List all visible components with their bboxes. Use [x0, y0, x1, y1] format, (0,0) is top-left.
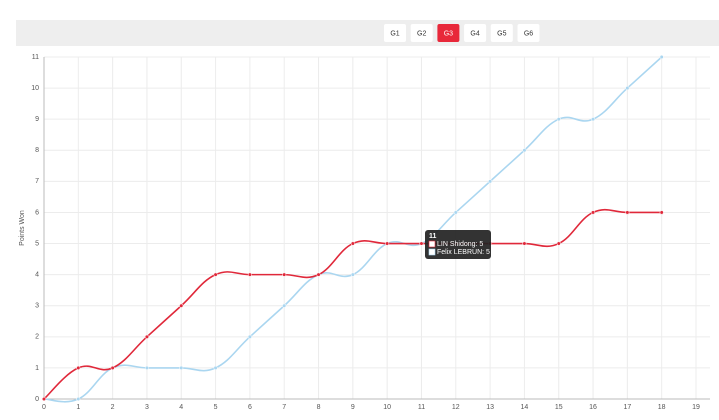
y-tick-label: 0 — [35, 396, 39, 403]
point — [522, 241, 527, 246]
point — [659, 54, 664, 60]
point — [144, 365, 149, 370]
point — [110, 365, 115, 370]
x-tick-label: 12 — [452, 404, 460, 411]
y-tick-label: 7 — [35, 178, 39, 185]
x-tick-label: 3 — [145, 404, 149, 411]
tab-label[interactable]: G4 — [470, 30, 479, 37]
point — [144, 334, 149, 339]
point — [350, 272, 355, 277]
point — [282, 272, 287, 277]
x-tick-label: 7 — [282, 404, 286, 411]
tab-label[interactable]: G2 — [417, 30, 426, 37]
point — [247, 334, 252, 339]
tab-label[interactable]: G1 — [390, 30, 399, 37]
point — [659, 210, 664, 215]
tab-button[interactable] — [464, 24, 487, 42]
point — [316, 272, 321, 277]
point — [247, 272, 252, 277]
x-tick-label: 5 — [214, 404, 218, 411]
y-tick-label: 1 — [35, 365, 39, 372]
y-tick-label: 10 — [31, 85, 39, 92]
point — [488, 179, 493, 184]
x-tick-label: 4 — [179, 404, 183, 411]
point — [522, 148, 527, 153]
point — [41, 396, 47, 402]
x-tick-label: 8 — [317, 404, 321, 411]
point — [213, 272, 218, 277]
tab-button[interactable] — [490, 24, 513, 42]
y-tick-label: 5 — [35, 240, 39, 247]
x-tick-label: 1 — [76, 404, 80, 411]
x-tick-label: 15 — [555, 404, 563, 411]
point — [213, 365, 218, 370]
tab-label[interactable]: G6 — [524, 30, 533, 37]
x-tick-label: 14 — [521, 404, 529, 411]
y-tick-label: 11 — [32, 54, 39, 61]
y-tick-label: 3 — [35, 303, 39, 310]
point — [591, 210, 596, 215]
y-axis-label: Points Won — [19, 210, 26, 246]
x-tick-label: 18 — [658, 404, 666, 411]
point — [625, 86, 630, 91]
x-tick-label: 13 — [486, 404, 494, 411]
x-tick-label: 0 — [42, 404, 46, 411]
y-tick-label: 9 — [35, 116, 39, 123]
point — [453, 210, 458, 215]
point — [591, 117, 596, 122]
tab-button[interactable] — [517, 24, 540, 42]
x-tick-label: 16 — [589, 404, 597, 411]
point — [350, 241, 355, 246]
x-tick-label: 11 — [418, 404, 425, 411]
x-tick-label: 19 — [692, 404, 700, 411]
point — [179, 303, 184, 308]
x-tick-label: 2 — [111, 404, 115, 411]
tab-button[interactable] — [384, 24, 406, 42]
point — [625, 210, 630, 215]
point — [385, 241, 390, 246]
tab-label[interactable]: G3 — [444, 30, 453, 37]
point — [76, 365, 81, 370]
point — [282, 303, 287, 308]
point — [419, 241, 424, 246]
point — [556, 241, 561, 246]
x-tick-label: 6 — [248, 404, 252, 411]
point — [76, 396, 81, 402]
tooltip-line: Felix LEBRUN: 5 — [437, 249, 490, 256]
toolbar — [16, 20, 719, 46]
y-tick-label: 2 — [35, 334, 39, 341]
tab-label[interactable]: G5 — [497, 30, 506, 37]
y-tick-label: 6 — [35, 209, 39, 216]
point — [179, 365, 184, 370]
x-tick-label: 10 — [383, 404, 391, 411]
y-tick-label: 4 — [35, 271, 39, 278]
x-tick-label: 17 — [623, 404, 631, 411]
tooltip-swatch — [428, 240, 436, 248]
tooltip-swatch — [428, 248, 436, 256]
x-tick-label: 9 — [351, 404, 355, 411]
tab-button[interactable] — [410, 24, 433, 42]
point — [556, 117, 561, 122]
tab-button[interactable] — [437, 24, 460, 42]
tooltip — [425, 230, 491, 259]
y-tick-label: 8 — [35, 147, 39, 154]
tooltip-title: 11 — [429, 233, 437, 240]
tooltip-line: LIN Shidong: 5 — [437, 241, 483, 248]
